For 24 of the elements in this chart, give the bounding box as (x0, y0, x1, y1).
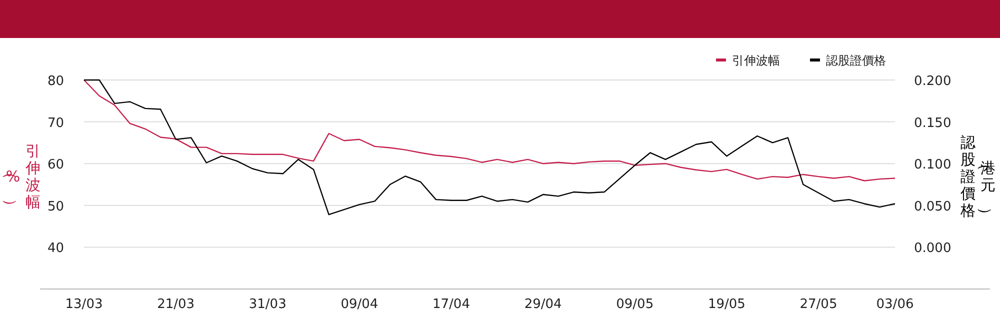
x-tick-label: 29/04 (524, 297, 562, 312)
x-tick-label: 09/05 (616, 297, 654, 312)
x-tick-label: 27/05 (800, 297, 838, 312)
y-tick-label: 60 (47, 158, 64, 173)
x-tick-label: 31/03 (248, 297, 286, 312)
x-tick-label: 13/03 (65, 297, 103, 312)
y2-tick-label: 0.050 (914, 199, 952, 214)
x-tick-label: 17/04 (432, 297, 470, 312)
y2-tick-label: 0.100 (914, 158, 952, 173)
y-tick-label: 80 (47, 74, 64, 89)
legend-label: 引伸波幅 (732, 54, 780, 68)
line-series (83, 79, 896, 216)
y-tick-label: 40 (47, 241, 64, 256)
legend-label: 認股證價格 (826, 54, 886, 68)
y2-tick-label: 0.150 (914, 116, 952, 131)
x-tick-label: 03/06 (876, 297, 914, 312)
x-tick-label: 19/05 (708, 297, 746, 312)
y2-tick-label: 0.000 (914, 241, 952, 256)
x-tick-label: 09/04 (340, 297, 378, 312)
line-series (83, 79, 896, 182)
y-tick-label: 50 (47, 199, 64, 214)
y-tick-label: 70 (47, 116, 64, 131)
x-tick-label: 21/03 (157, 297, 195, 312)
y2-tick-label: 0.200 (914, 74, 952, 89)
